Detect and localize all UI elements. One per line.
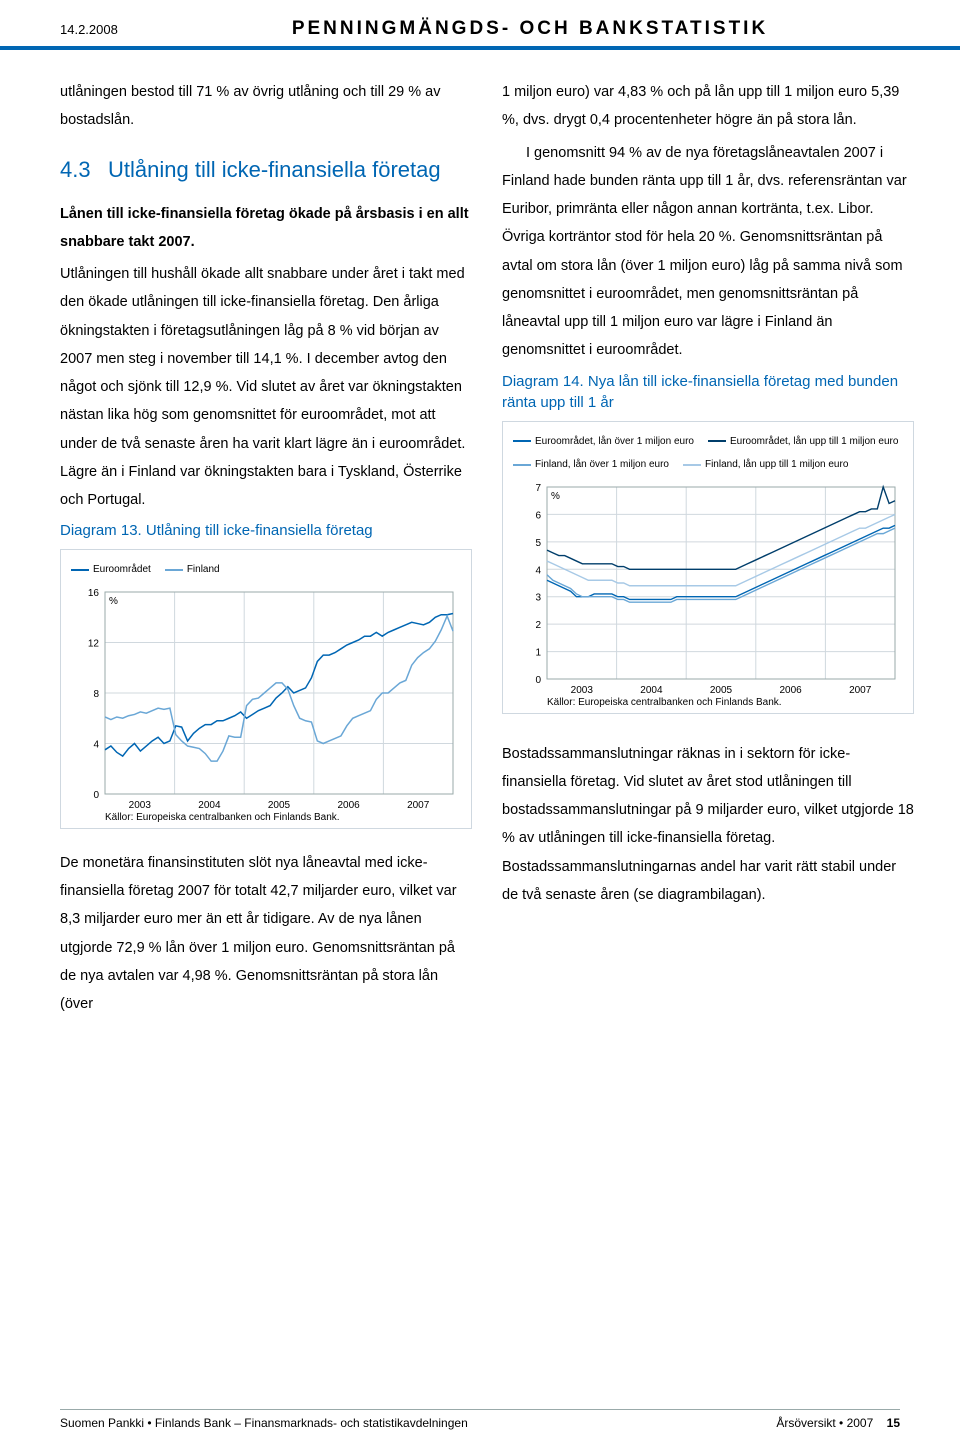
- svg-text:12: 12: [88, 638, 100, 649]
- right-body-1: 1 miljon euro) var 4,83 % och på lån upp…: [502, 78, 914, 135]
- legend-item: Finland, lån över 1 miljon euro: [513, 455, 669, 475]
- svg-text:3: 3: [535, 592, 541, 603]
- svg-text:2004: 2004: [198, 800, 221, 811]
- legend-label: Finland: [187, 560, 220, 580]
- footer-left: Suomen Pankki • Finlands Bank – Finansma…: [60, 1416, 468, 1430]
- svg-text:4: 4: [93, 739, 99, 750]
- page-header: 14.2.2008 PENNINGMÄNGDS- OCH BANKSTATIST…: [0, 0, 960, 50]
- right-column: 1 miljon euro) var 4,83 % och på lån upp…: [502, 78, 914, 1023]
- svg-text:%: %: [551, 491, 560, 502]
- footer-page-number: 15: [887, 1416, 900, 1430]
- content-columns: utlåningen bestod till 71 % av övrig utl…: [0, 50, 960, 1023]
- legend-label: Finland, lån över 1 miljon euro: [535, 455, 669, 475]
- legend-item: Euroområdet, lån upp till 1 miljon euro: [708, 432, 898, 452]
- svg-text:2007: 2007: [849, 685, 872, 696]
- svg-text:2005: 2005: [268, 800, 291, 811]
- chart-14-svg: 0 1 2 3 4 5 6 7 2003 2004 2005 2006 2007% Källor: Eur…: [513, 479, 903, 709]
- legend-item: Finland, lån upp till 1 miljon euro: [683, 455, 848, 475]
- chart-14: Euroområdet, lån över 1 miljon euro Euroo…: [502, 421, 914, 714]
- svg-text:5: 5: [535, 538, 541, 549]
- header-title: PENNINGMÄNGDS- OCH BANKSTATISTIK: [160, 18, 900, 40]
- legend-label: Euroområdet, lån över 1 miljon euro: [535, 432, 694, 452]
- svg-text:16: 16: [88, 588, 100, 599]
- svg-text:7: 7: [535, 483, 541, 494]
- svg-text:6: 6: [535, 510, 541, 521]
- header-date: 14.2.2008: [60, 22, 160, 37]
- legend-swatch: [165, 569, 183, 571]
- chart-13-svg: 0 4 8 12 16 2003 2004 2005 2006 2007% Källor: Euro…: [71, 584, 461, 824]
- chart-14-legend: Euroområdet, lån över 1 miljon euro Euroo…: [513, 432, 903, 475]
- chart-13-legend: Euroområdet Finland: [71, 560, 461, 580]
- section-4-3-heading: 4.3 Utlåning till icke-finansiella föret…: [60, 153, 472, 186]
- page-footer: Suomen Pankki • Finlands Bank – Finansma…: [60, 1409, 900, 1430]
- svg-text:2006: 2006: [337, 800, 360, 811]
- legend-label: Finland, lån upp till 1 miljon euro: [705, 455, 848, 475]
- svg-text:0: 0: [93, 790, 99, 801]
- chart-13: Euroområdet Finland 0 4 8 12 16 2003 2004 2005 20…: [60, 549, 472, 829]
- legend-label: Euroområdet, lån upp till 1 miljon euro: [730, 432, 898, 452]
- svg-text:Källor: Europeiska centralbank: Källor: Europeiska centralbanken och Fin…: [105, 812, 340, 823]
- legend-label: Euroområdet: [93, 560, 151, 580]
- svg-text:2004: 2004: [640, 685, 663, 696]
- svg-text:1: 1: [535, 647, 541, 658]
- left-body: Utlåningen till hushåll ökade allt snabb…: [60, 260, 472, 514]
- section-bold-intro: Lånen till icke-finansiella företag ökad…: [60, 200, 472, 257]
- svg-text:2005: 2005: [710, 685, 733, 696]
- legend-swatch: [71, 569, 89, 571]
- svg-text:0: 0: [535, 675, 541, 686]
- svg-text:8: 8: [93, 689, 99, 700]
- svg-text:%: %: [109, 596, 118, 607]
- legend-item: Euroområdet, lån över 1 miljon euro: [513, 432, 694, 452]
- section-number: 4.3: [60, 153, 108, 186]
- left-column: utlåningen bestod till 71 % av övrig utl…: [60, 78, 472, 1023]
- svg-text:2007: 2007: [407, 800, 430, 811]
- chart-14-title: Diagram 14. Nya lån till icke-finansiell…: [502, 371, 914, 413]
- svg-text:Källor: Europeiska centralbank: Källor: Europeiska centralbanken och Fin…: [547, 697, 782, 708]
- legend-swatch: [708, 440, 726, 442]
- svg-text:2003: 2003: [129, 800, 152, 811]
- footer-right: Årsöversikt • 2007 15: [776, 1416, 900, 1430]
- footer-edition: Årsöversikt • 2007: [776, 1416, 873, 1430]
- right-body-3: Bostadssammanslutningar räknas in i sekt…: [502, 740, 914, 910]
- legend-item: Finland: [165, 560, 220, 580]
- svg-text:4: 4: [535, 565, 541, 576]
- legend-item: Euroområdet: [71, 560, 151, 580]
- chart-13-title: Diagram 13. Utlåning till icke-finansiel…: [60, 520, 472, 541]
- svg-text:2006: 2006: [779, 685, 802, 696]
- legend-swatch: [513, 440, 531, 442]
- legend-swatch: [513, 464, 531, 466]
- svg-text:2003: 2003: [571, 685, 594, 696]
- left-bottom-para: De monetära finansinstituten slöt nya lå…: [60, 849, 472, 1019]
- legend-swatch: [683, 464, 701, 466]
- section-title: Utlåning till icke-finansiella företag: [108, 153, 441, 186]
- left-intro: utlåningen bestod till 71 % av övrig utl…: [60, 78, 472, 135]
- right-body-2: I genomsnitt 94 % av de nya företagslåne…: [502, 139, 914, 365]
- svg-text:2: 2: [535, 620, 541, 631]
